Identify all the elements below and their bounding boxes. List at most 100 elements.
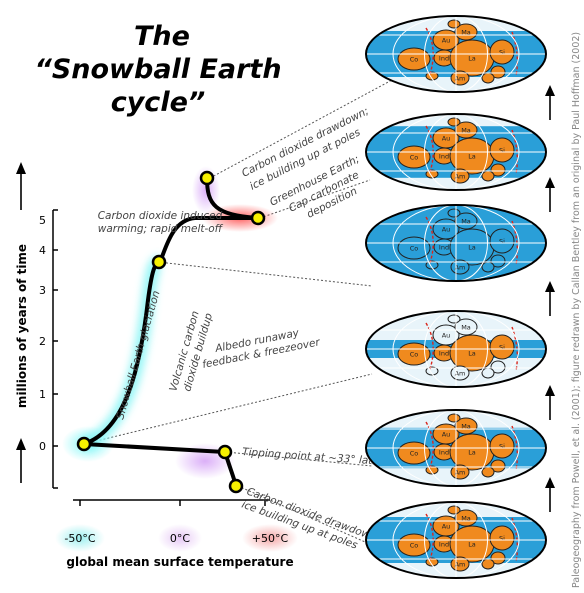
cycle-point [217,444,233,460]
cycle-point [76,436,92,452]
y-tick-label: 3 [39,284,46,297]
continent-label: Au [442,37,451,45]
continent [454,121,478,139]
connector-line [259,179,371,219]
continent-label: Si [499,238,505,246]
globe-outline [365,310,547,388]
continent-label: Co [410,154,419,162]
continent-label: Si [499,147,505,155]
continent-label: Am [455,469,466,477]
cycle-curve [82,216,260,446]
x-tick-glow [55,524,105,552]
connector-line [225,451,373,467]
globe-map: Co Au Ind Ma La Si Am [365,409,547,487]
continent-label: Ind [439,153,449,161]
connector-line [157,261,373,287]
arrow-up-icon [545,85,555,120]
globe-map: Co Au Ind Ma La Si Am [365,113,547,191]
title: The “Snowball Earth cycle” [34,21,281,118]
continent-label: Ma [461,218,471,226]
y-tick-label: 2 [39,335,46,348]
continent [447,314,461,324]
continent-label: Co [410,245,419,253]
continent-label: Ma [461,324,471,332]
annotation-glaciation: Snowball Earth glaciation [114,289,162,421]
arrow-up-icon [545,477,555,512]
continent [454,509,478,527]
time-arrows [545,85,555,512]
continent [489,525,515,551]
globe-outline [365,204,547,282]
arrow-up-icon [545,177,555,212]
continent-label: Ind [439,449,449,457]
continent [447,117,461,127]
continent [481,72,495,84]
globe-outline [365,113,547,191]
continent [481,367,495,379]
continent [447,413,461,423]
title-line-1: The [134,21,190,52]
x-axis-title: global mean surface temperature [66,555,293,569]
continent [454,318,478,336]
x-tick-label: 0°C [170,532,190,545]
continent-label: La [468,55,476,63]
continent [454,417,478,435]
continent-label: Ind [439,541,449,549]
continent [490,65,506,79]
continent [481,466,495,478]
globe-map: Co Au Ind Ma La Si Am [365,15,547,93]
title-line-2: “Snowball Earth [34,54,281,85]
connector-line [237,485,373,546]
y-axis-title: millions of years of time [15,244,29,408]
continent-label: Co [410,450,419,458]
cycle-point [151,254,167,270]
continent-label: Ma [461,515,471,523]
continent-label: Ind [439,244,449,252]
globe-outline [365,409,547,487]
y-axis: 0 1 2 3 4 5 millions of years of time [15,162,58,489]
continent [447,19,461,29]
continent-label: La [468,541,476,549]
y-tick-label: 0 [39,440,46,453]
cycle-point [199,170,215,186]
globe-column: Co Au Ind Ma La Si Am Co Au Ind Ma La Si Am Co Au Ind Ma L… [365,15,547,579]
connector-line [209,79,393,179]
cycle-point [250,210,266,226]
continent [489,334,515,360]
globe-outline [365,15,547,93]
continent [490,163,506,177]
continent-label: Ma [461,423,471,431]
continent [481,170,495,182]
continent [489,433,515,459]
globe-outline [365,501,547,579]
continent [454,23,478,41]
continent-label: Ind [439,55,449,63]
continent-label: La [468,244,476,252]
continent [489,228,515,254]
connector-line [83,373,373,445]
continent-label: Au [442,332,451,340]
globe-map: Co Au Ind Ma La Si Am [365,204,547,282]
continent-label: Si [499,443,505,451]
cycle-points [76,170,266,494]
annotations: Carbon dioxide induced warming; rapid me… [98,105,400,552]
continent [447,208,461,218]
continent-label: Co [410,542,419,550]
continent [481,558,495,570]
continent-label: Am [455,173,466,181]
continent [489,39,515,65]
y-ticks: 0 1 2 3 4 5 [39,209,58,489]
y-tick-label: 4 [39,244,46,257]
continent-label: Am [455,75,466,83]
continent-label: Si [499,344,505,352]
continent-label: La [468,449,476,457]
continent [481,261,495,273]
continent [490,360,506,374]
continent-label: Au [442,523,451,531]
continent [490,459,506,473]
y-tick-label: 1 [39,388,46,401]
continent-label: Ma [461,127,471,135]
continent-label: Au [442,226,451,234]
annotation-meltoff-1: Carbon dioxide induced [98,210,223,222]
